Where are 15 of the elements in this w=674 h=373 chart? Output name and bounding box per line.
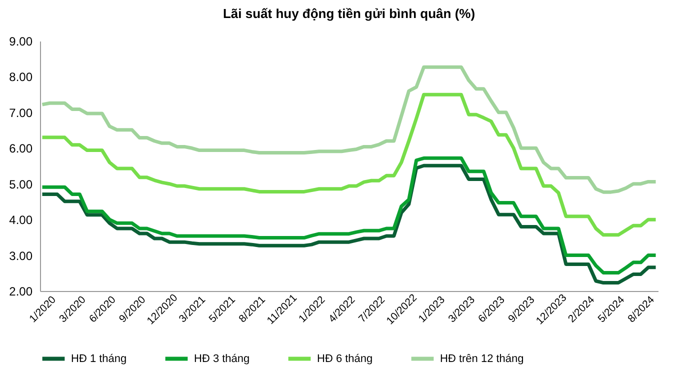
legend-label: HĐ trên 12 tháng [440,352,524,365]
y-tick-label: 5.00 [9,177,33,192]
legend-label: HĐ 1 tháng [71,352,127,365]
y-tick-label: 6.00 [9,142,33,156]
line-series [40,65,658,194]
y-tick-label: 8.00 [9,70,33,84]
y-tick-label: 3.00 [9,248,33,263]
y-tick-label: 2.00 [9,284,33,298]
legend-label: HĐ 3 tháng [194,352,250,365]
line-series [40,92,658,237]
y-tick-label: 9.00 [9,34,33,48]
legend-label: HĐ 6 tháng [317,352,373,365]
chart-title: Lãi suất huy động tiền gửi bình quân (%) [222,6,476,21]
y-tick-label: 4.00 [9,213,33,228]
y-tick-label: 7.00 [9,106,33,120]
